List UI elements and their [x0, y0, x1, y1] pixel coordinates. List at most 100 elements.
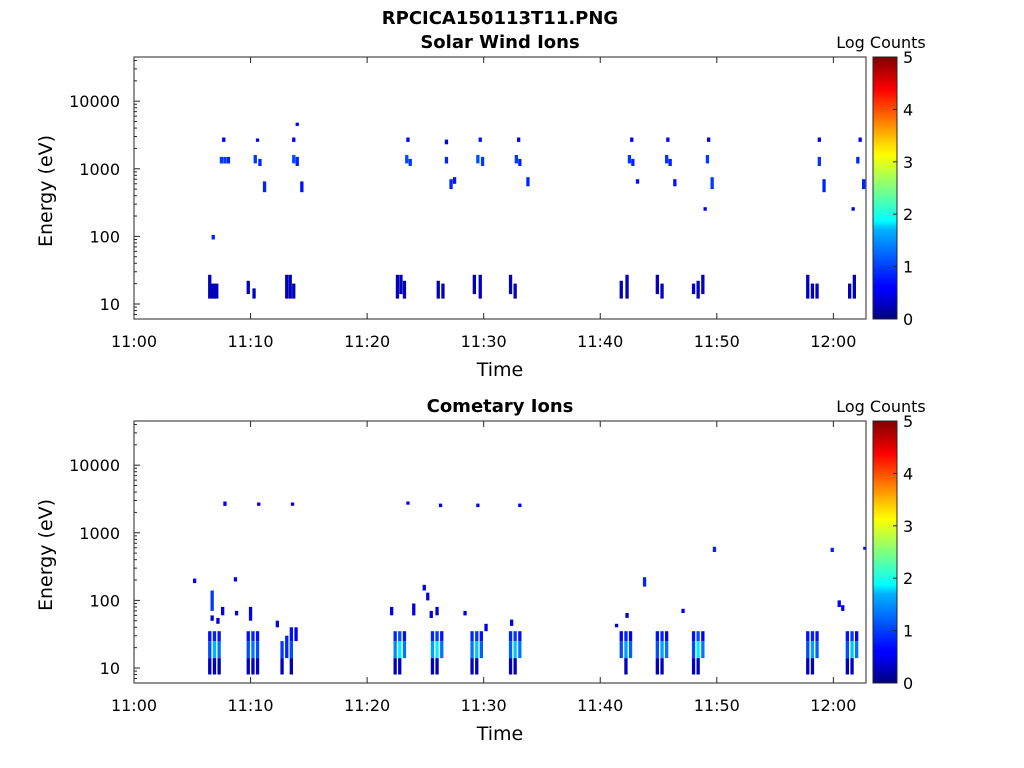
- heatmap-cell: [289, 658, 293, 675]
- heatmap-cell: [815, 283, 819, 299]
- heatmap-cell: [855, 641, 859, 659]
- heatmap-cell: [402, 280, 407, 299]
- heatmap-cell: [845, 658, 849, 675]
- heatmap-cell: [212, 641, 217, 659]
- heatmap-cell: [393, 641, 397, 659]
- colorbar-tick-label: 2: [903, 205, 913, 224]
- heatmap-cell: [625, 274, 629, 299]
- heatmap-cell: [673, 179, 677, 187]
- heatmap-cell: [614, 623, 619, 628]
- colorbar-tick-label: 1: [903, 258, 913, 277]
- heatmap-cell: [222, 137, 226, 142]
- heatmap-cell: [691, 283, 696, 295]
- x-tick-label: 11:10: [228, 696, 274, 715]
- axes-frame: [133, 420, 867, 684]
- heatmap-cell: [513, 658, 517, 675]
- heatmap-cell: [426, 592, 430, 601]
- heatmap-cell: [472, 274, 476, 295]
- panel-title: Cometary Ions: [427, 396, 574, 417]
- y-tick-label: 1000: [79, 524, 120, 543]
- heatmap-cell: [628, 631, 633, 642]
- heatmap-cell: [817, 156, 821, 166]
- heatmap-cell: [475, 631, 479, 642]
- colorbar: [872, 420, 898, 684]
- heatmap-cell: [806, 641, 810, 659]
- heatmap-cell: [233, 577, 238, 582]
- heatmap-cell: [619, 641, 623, 659]
- heatmap-cell: [691, 641, 696, 659]
- heatmap-cell: [470, 641, 474, 659]
- heatmap-cell: [508, 631, 513, 642]
- x-tick-label: 11:10: [228, 332, 274, 351]
- heatmap-cell: [855, 631, 859, 642]
- heatmap-cell: [290, 502, 295, 506]
- heatmap-cell: [484, 623, 488, 632]
- x-tick-label: 12:00: [810, 696, 856, 715]
- heatmap-cell: [666, 137, 670, 142]
- heatmap-cell: [470, 658, 474, 675]
- x-tick-label: 11:50: [694, 332, 740, 351]
- heatmap-cell: [619, 631, 623, 642]
- y-tick-label: 10: [100, 659, 120, 678]
- heatmap-cell: [441, 283, 445, 299]
- heatmap-cell: [252, 288, 256, 299]
- heatmap-cell: [712, 546, 717, 552]
- heatmap-cell: [435, 641, 439, 659]
- heatmap-cell: [665, 631, 669, 642]
- heatmap-cell: [300, 181, 304, 193]
- heatmap-cell: [642, 577, 647, 587]
- heatmap-cell: [851, 207, 855, 211]
- x-tick-label: 12:00: [810, 332, 856, 351]
- colorbar-tick-label: 5: [903, 48, 913, 67]
- heatmap-cell: [691, 658, 696, 675]
- heatmap-cell: [624, 631, 628, 642]
- colorbar-tick-label: 3: [903, 517, 913, 536]
- heatmap-cell: [208, 274, 212, 299]
- heatmap-cell: [848, 283, 852, 299]
- heatmap-cell: [210, 283, 214, 299]
- heatmap-cell: [436, 280, 440, 299]
- heatmap-cell: [289, 627, 293, 642]
- colorbar-tick-label: 5: [903, 412, 913, 431]
- heatmap-cell: [393, 658, 397, 675]
- axes-frame: [133, 56, 867, 320]
- heatmap-cell: [701, 631, 705, 642]
- heatmap-cell: [393, 631, 397, 642]
- heatmap-cell: [398, 641, 402, 659]
- y-tick-label: 1000: [79, 160, 120, 179]
- panel-0: Solar Wind Ions 11:00 11:10 11:20 11:30 11:40…: [35, 32, 926, 381]
- heatmap-cell: [217, 631, 221, 642]
- heatmap-cell: [258, 158, 262, 166]
- heatmap-cell: [285, 274, 289, 299]
- x-tick-label: 11:20: [344, 696, 390, 715]
- heatmap-cell: [285, 635, 289, 659]
- heatmap-cell: [635, 179, 640, 184]
- heatmap-cell: [429, 610, 433, 618]
- heatmap-cell: [806, 631, 810, 642]
- heatmap-cell: [841, 605, 845, 611]
- heatmap-cell: [405, 155, 409, 164]
- heatmap-cell: [246, 641, 250, 659]
- colorbar-tick-label: 1: [903, 622, 913, 641]
- heatmap-cell: [479, 641, 483, 659]
- heatmap-cell: [470, 631, 474, 642]
- heatmap-cell: [210, 615, 214, 621]
- heatmap-cell: [624, 658, 628, 675]
- heatmap-cell: [850, 658, 854, 675]
- heatmap-cell: [655, 631, 659, 642]
- heatmap-cell: [806, 658, 810, 675]
- heatmap-cell: [822, 179, 826, 193]
- heatmap-cell: [251, 631, 255, 642]
- panel-title: Solar Wind Ions: [420, 32, 579, 53]
- heatmap-cell: [295, 156, 299, 166]
- heatmap-cell: [845, 641, 849, 659]
- heatmap-cell: [449, 179, 453, 190]
- heatmap-cell: [655, 274, 659, 295]
- heatmap-cell: [668, 158, 672, 166]
- heatmap-cell: [624, 641, 628, 659]
- heatmap-cell: [246, 631, 250, 642]
- heatmap-cell: [444, 156, 449, 164]
- heatmap-cell: [289, 641, 293, 659]
- heatmap-cell: [255, 658, 260, 675]
